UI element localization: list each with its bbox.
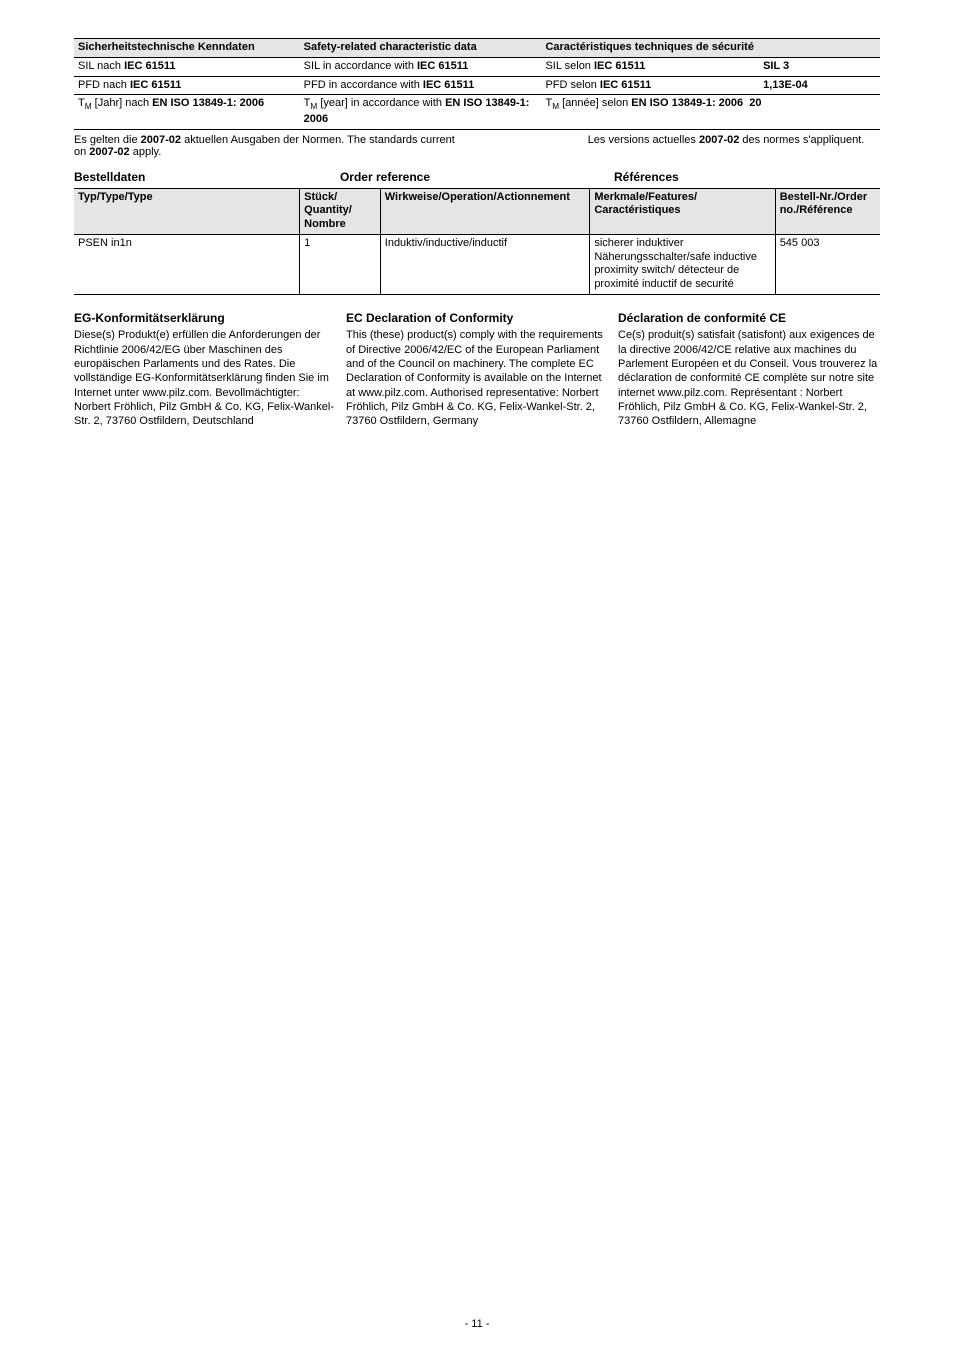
col-head-features: Merkmale/Features/ Caractéristiques [590, 188, 775, 234]
standards-note: Es gelten die 2007-02 aktuellen Ausgaben… [74, 134, 880, 158]
table-row: SIL nach IEC 61511SIL in accordance with… [74, 57, 880, 76]
col-head-orderno: Bestell-Nr./Order no./Référence [775, 188, 880, 234]
order-table: Typ/Type/Type Stück/ Quantity/ Nombre Wi… [74, 188, 880, 295]
safety-table-body: SIL nach IEC 61511SIL in accordance with… [74, 57, 880, 129]
order-section-heads: Bestelldaten Order reference Références [74, 170, 880, 184]
conformity-en-body: This (these) product(s) comply with the … [346, 329, 603, 427]
cell-val: 1,13E-04 [759, 76, 880, 95]
cell-fr-val: TM [année] selon EN ISO 13849-1: 2006 20 [541, 95, 880, 129]
order-head-de: Bestelldaten [74, 170, 340, 184]
safety-characteristics-table: Sicherheitstechnische Kenndaten Safety-r… [74, 38, 880, 130]
conformity-en: EC Declaration of Conformity This (these… [346, 311, 608, 429]
col-head-de: Sicherheitstechnische Kenndaten [74, 39, 300, 58]
cell-fr: PFD selon IEC 61511 [541, 76, 759, 95]
col-head-fr: Caractéristiques techniques de sécurité [541, 39, 880, 58]
order-head-en: Order reference [340, 170, 614, 184]
cell-c4: sicherer induktiver Näherungsschalter/sa… [590, 234, 775, 294]
order-table-body: PSEN in1n1Induktiv/inductive/inductifsic… [74, 234, 880, 294]
conformity-declaration: EG-Konformitätserklärung Diese(s) Produk… [74, 311, 880, 437]
cell-de: TM [Jahr] nach EN ISO 13849-1: 2006 [74, 95, 300, 129]
table-head-row: Sicherheitstechnische Kenndaten Safety-r… [74, 39, 880, 58]
cell-en: PFD in accordance with IEC 61511 [300, 76, 542, 95]
table-head-row: Typ/Type/Type Stück/ Quantity/ Nombre Wi… [74, 188, 880, 234]
col-head-type: Typ/Type/Type [74, 188, 300, 234]
col-head-en: Safety-related characteristic data [300, 39, 542, 58]
col-head-qty: Stück/ Quantity/ Nombre [300, 188, 381, 234]
cell-c5: 545 003 [775, 234, 880, 294]
standards-note-de-en: Es gelten die 2007-02 aktuellen Ausgaben… [74, 134, 469, 158]
conformity-fr: Déclaration de conformité CE Ce(s) produ… [618, 311, 880, 429]
cell-c1: PSEN in1n [74, 234, 300, 294]
conformity-en-title: EC Declaration of Conformity [346, 311, 608, 327]
cell-c3: Induktiv/inductive/inductif [380, 234, 590, 294]
conformity-fr-title: Déclaration de conformité CE [618, 311, 880, 327]
conformity-de: EG-Konformitätserklärung Diese(s) Produk… [74, 311, 336, 429]
cell-fr: SIL selon IEC 61511 [541, 57, 759, 76]
standards-note-fr: Les versions actuelles 2007-02 des norme… [588, 134, 880, 158]
cell-en: SIL in accordance with IEC 61511 [300, 57, 542, 76]
order-head-fr: Références [614, 170, 880, 184]
col-head-operation: Wirkweise/Operation/Actionnement [380, 188, 590, 234]
cell-de: SIL nach IEC 61511 [74, 57, 300, 76]
table-row: TM [Jahr] nach EN ISO 13849-1: 2006TM [y… [74, 95, 880, 129]
conformity-de-body: Diese(s) Produkt(e) erfüllen die Anforde… [74, 329, 334, 427]
conformity-de-title: EG-Konformitätserklärung [74, 311, 336, 327]
page-number: - 11 - [0, 1318, 954, 1330]
conformity-fr-body: Ce(s) produit(s) satisfait (satisfont) a… [618, 329, 877, 427]
table-row: PSEN in1n1Induktiv/inductive/inductifsic… [74, 234, 880, 294]
cell-en: TM [year] in accordance with EN ISO 1384… [300, 95, 542, 129]
table-row: PFD nach IEC 61511PFD in accordance with… [74, 76, 880, 95]
cell-val: SIL 3 [759, 57, 880, 76]
cell-c2: 1 [300, 234, 381, 294]
cell-de: PFD nach IEC 61511 [74, 76, 300, 95]
